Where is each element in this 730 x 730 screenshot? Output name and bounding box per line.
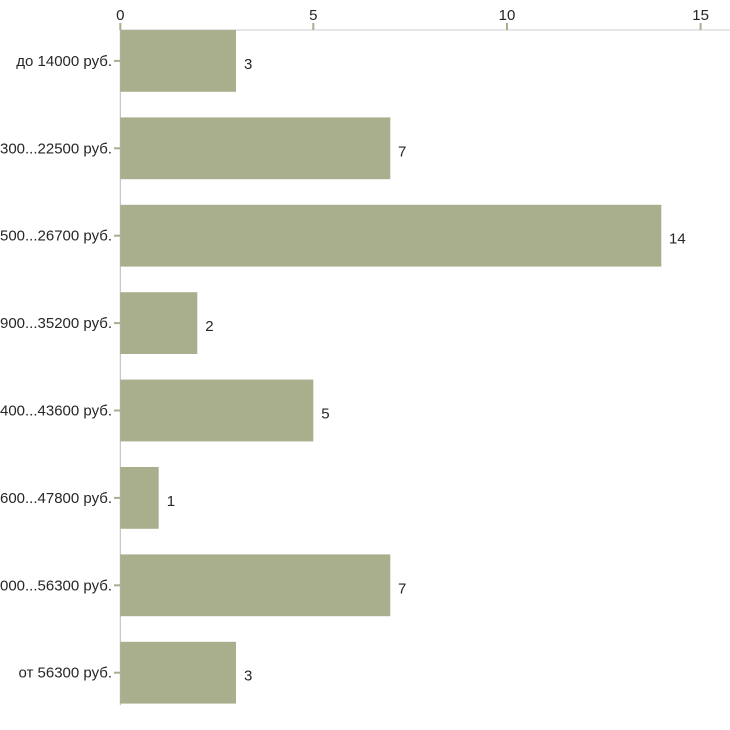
- svg-text:18300...22500 руб.: 18300...22500 руб.: [0, 140, 112, 157]
- svg-text:0: 0: [116, 7, 124, 24]
- svg-text:22500...26700 руб.: 22500...26700 руб.: [0, 228, 112, 245]
- svg-text:1: 1: [167, 493, 175, 510]
- svg-text:7: 7: [398, 580, 406, 597]
- svg-text:14: 14: [669, 231, 686, 248]
- svg-text:39400...43600 руб.: 39400...43600 руб.: [0, 403, 112, 420]
- svg-text:30900...35200 руб.: 30900...35200 руб.: [0, 315, 112, 332]
- svg-text:до 14000 руб.: до 14000 руб.: [16, 53, 112, 70]
- svg-text:5: 5: [309, 7, 317, 24]
- svg-text:43600...47800 руб.: 43600...47800 руб.: [0, 490, 112, 507]
- svg-text:2: 2: [205, 318, 213, 335]
- svg-text:15: 15: [692, 7, 709, 24]
- svg-text:7: 7: [398, 143, 406, 160]
- svg-text:от 56300 руб.: от 56300 руб.: [18, 665, 112, 682]
- svg-text:52000...56300 руб.: 52000...56300 руб.: [0, 577, 112, 594]
- svg-text:3: 3: [244, 56, 252, 73]
- svg-text:3: 3: [244, 668, 252, 685]
- svg-text:5: 5: [321, 406, 329, 423]
- svg-text:10: 10: [499, 7, 516, 24]
